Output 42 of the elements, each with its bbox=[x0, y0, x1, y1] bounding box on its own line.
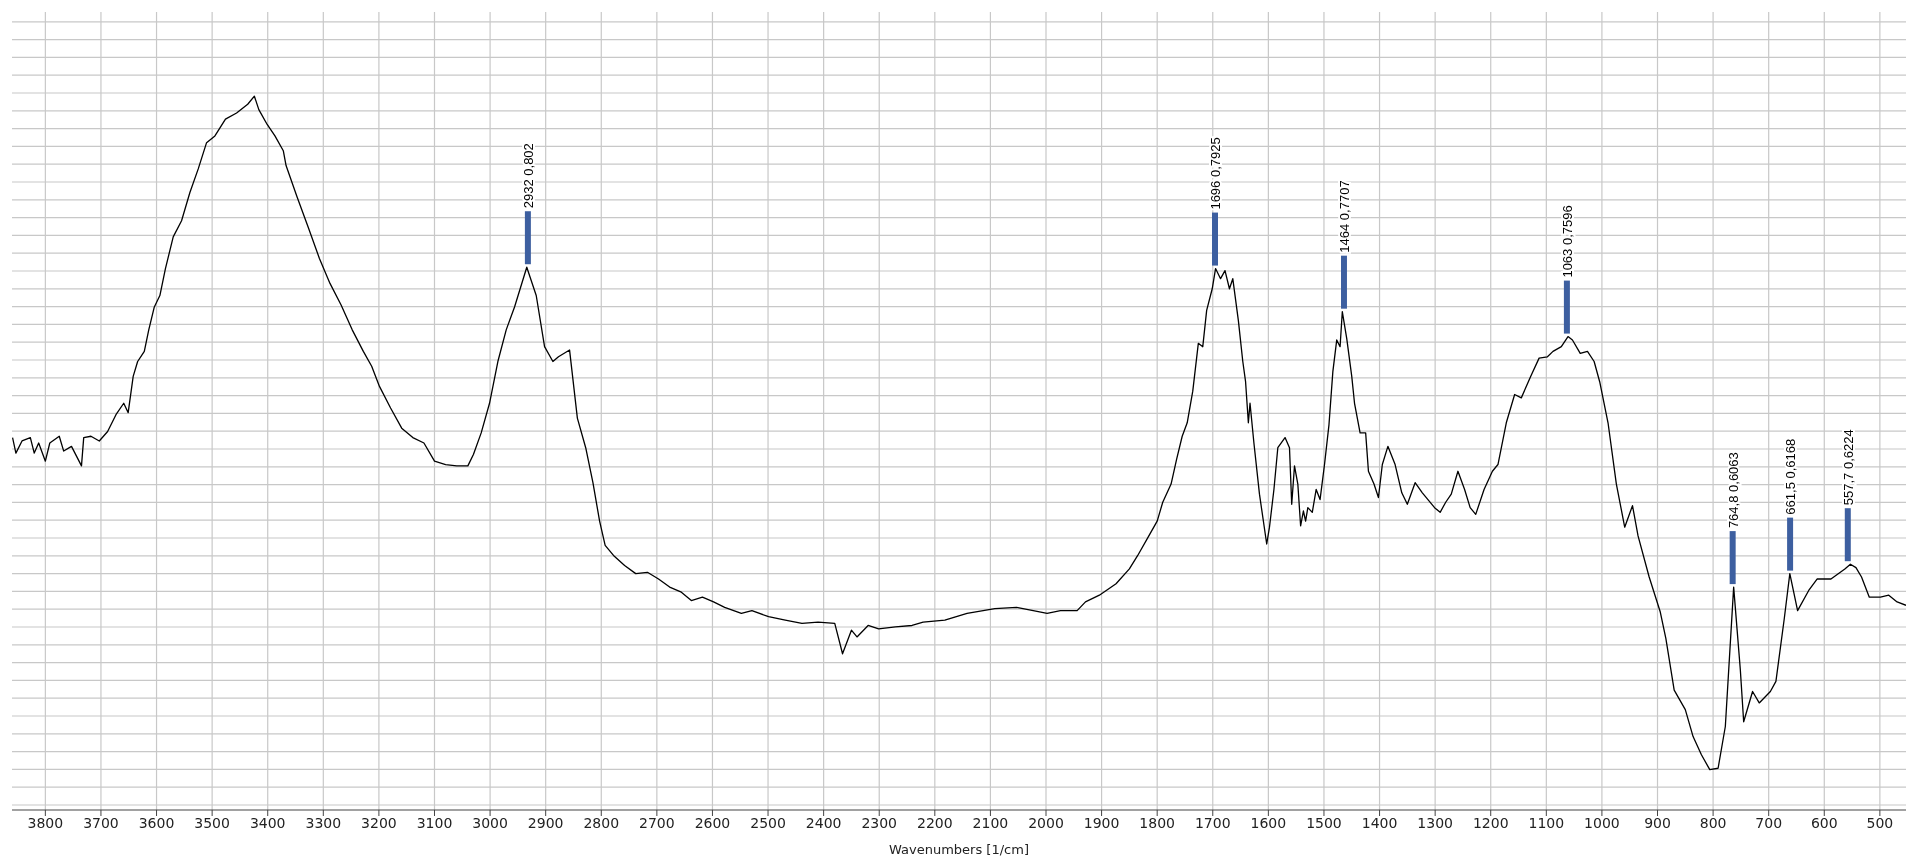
x-tick-label: 800 bbox=[1699, 814, 1727, 831]
annotation: 2932 0,802 bbox=[520, 143, 536, 209]
x-tick-label: 3800 bbox=[27, 814, 64, 831]
x-tick-label: 3500 bbox=[194, 814, 230, 831]
x-tick-label: 2400 bbox=[805, 814, 842, 831]
x-tick-label: 2600 bbox=[694, 814, 731, 831]
x-tick-label: 1700 bbox=[1194, 814, 1231, 831]
annotation: 1464 0,7707 bbox=[1336, 180, 1352, 253]
x-tick-label: 2500 bbox=[750, 814, 786, 831]
x-tick-label: 3300 bbox=[305, 814, 342, 831]
x-tick-label: 500 bbox=[1866, 814, 1894, 831]
x-tick-label: 3400 bbox=[249, 814, 286, 831]
x-tick-label: 1100 bbox=[1528, 814, 1565, 831]
x-tick-label: 2000 bbox=[1028, 814, 1064, 831]
annotation: 557,7 0,6224 bbox=[1840, 429, 1856, 506]
x-tick-label: 2200 bbox=[917, 814, 953, 831]
x-tick-label: 3200 bbox=[361, 814, 397, 831]
x-tick-label: 2900 bbox=[527, 814, 564, 831]
x-tick-label: 1800 bbox=[1139, 814, 1175, 831]
x-tick-label: 600 bbox=[1810, 814, 1838, 831]
x-tick-label: 2700 bbox=[639, 814, 675, 831]
x-axis-title: Wavenumbers [1/cm] bbox=[889, 842, 1029, 857]
annotation: 1063 0,7596 bbox=[1559, 205, 1575, 278]
x-tick-label: 1500 bbox=[1306, 814, 1342, 831]
x-tick-label: 3000 bbox=[472, 814, 508, 831]
x-tick-label: 2100 bbox=[972, 814, 1009, 831]
x-tick-label: 3700 bbox=[83, 814, 119, 831]
x-tick-label: 1300 bbox=[1417, 814, 1453, 831]
x-tick-label: 1200 bbox=[1472, 814, 1509, 831]
x-tick-label: 2800 bbox=[583, 814, 620, 831]
annotation: 1696 0,7925 bbox=[1208, 137, 1223, 210]
annotation: 764,8 0,6063 bbox=[1725, 452, 1741, 529]
x-tick-label: 1600 bbox=[1250, 814, 1287, 831]
x-tick-label: 1900 bbox=[1083, 814, 1120, 831]
x-tick-label: 3100 bbox=[416, 814, 453, 831]
x-tick-label: 900 bbox=[1644, 814, 1671, 831]
x-tick-label: 1000 bbox=[1584, 814, 1620, 831]
x-tick-label: 700 bbox=[1755, 814, 1783, 831]
x-tick-label: 3600 bbox=[138, 814, 175, 831]
x-tick-label: 2300 bbox=[861, 814, 898, 831]
x-tick-label: 1400 bbox=[1361, 814, 1398, 831]
annotation: 661,5 0,6168 bbox=[1783, 438, 1799, 515]
